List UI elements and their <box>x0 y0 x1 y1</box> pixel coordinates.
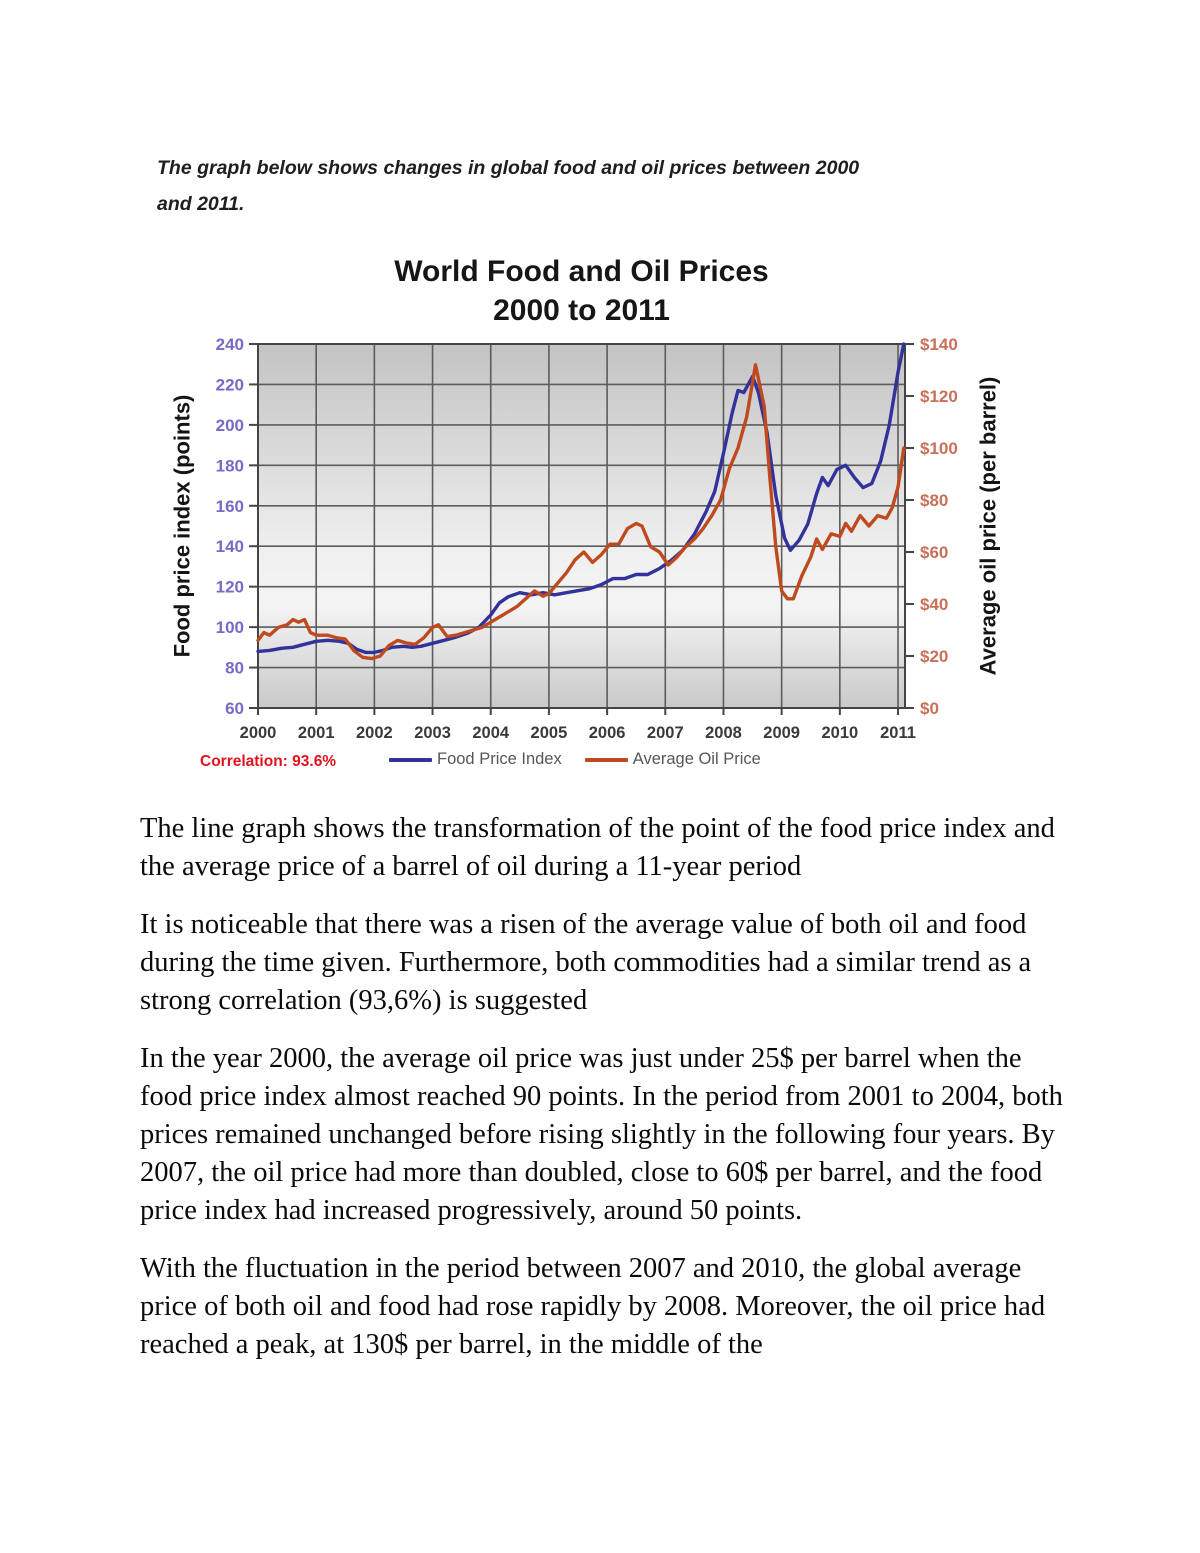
x-tick-label: 2003 <box>414 724 451 742</box>
essay-paragraph-4: With the fluctuation in the period betwe… <box>140 1253 1046 1360</box>
y-right-tick-label: $0 <box>920 699 939 718</box>
x-tick-label: 2005 <box>531 724 568 742</box>
x-tick-label: 2004 <box>472 724 510 742</box>
y-right-tick-label: $40 <box>920 595 948 614</box>
x-tick-label: 2010 <box>821 724 858 742</box>
essay-body: The line graph shows the transformation … <box>140 810 1076 1384</box>
y-right-axis-title: Average oil price (per barrel) <box>964 344 1012 708</box>
y-left-tick-label: 220 <box>216 375 244 394</box>
legend-item-average-oil-price: Average Oil Price <box>584 750 761 769</box>
x-tick-label: 2001 <box>298 724 335 742</box>
y-right-tick-label: $120 <box>920 387 958 406</box>
x-tick-label: 2007 <box>647 724 684 742</box>
x-tick-label: 2002 <box>356 724 393 742</box>
legend-swatch-food-price-index <box>389 757 432 762</box>
series-line-average-oil-price <box>256 363 906 661</box>
chart-title: World Food and Oil Prices 2000 to 2011 <box>394 255 769 327</box>
y-left-tick-label: 240 <box>216 335 244 354</box>
y-right-tick-label: $140 <box>920 335 958 354</box>
y-left-tick-label: 160 <box>216 497 244 516</box>
y-left-tick-label: 100 <box>216 618 244 637</box>
series-line-food-price-index <box>256 342 906 655</box>
chart-legend: Food Price Index Average Oil Price <box>389 750 761 769</box>
y-left-tick-label: 180 <box>216 456 244 475</box>
correlation-note: Correlation: 93.6% <box>200 753 337 770</box>
task-prompt: The graph below shows changes in global … <box>157 157 860 215</box>
y-left-tick-label: 120 <box>216 578 244 597</box>
y-right-tick-label: $80 <box>920 491 948 510</box>
y-right-axis-title-text: Average oil price (per barrel) <box>975 376 1000 676</box>
y-left-tick-label: 140 <box>216 537 244 556</box>
y-left-tick-label: 60 <box>225 699 244 718</box>
plot-area <box>258 344 905 708</box>
chart-plot: 60 80 100 120 140 160 180 200 220 240 $0 $20 $40 $60 $… <box>216 335 958 742</box>
essay-paragraph-2: It is noticeable that there was a risen … <box>140 909 1032 1016</box>
legend-swatch-average-oil-price <box>584 757 628 762</box>
y-right-tick-label: $20 <box>920 647 948 666</box>
x-tick-label: 2008 <box>705 724 742 742</box>
plot-border <box>257 343 906 709</box>
x-tick-label: 2009 <box>763 724 800 742</box>
x-tick-label: 2011 <box>880 724 916 742</box>
legend-item-food-price-index: Food Price Index <box>389 750 562 769</box>
y-left-tick-label: 200 <box>216 416 244 435</box>
y-left-tick-label: 80 <box>225 659 244 678</box>
legend-label-average-oil-price: Average Oil Price <box>632 750 761 768</box>
y-right-tick-label: $60 <box>920 543 948 562</box>
y-right-tick-label: $100 <box>920 439 958 458</box>
essay-paragraph-3: In the year 2000, the average oil price … <box>140 1043 1063 1226</box>
x-tick-label: 2000 <box>240 724 277 742</box>
x-tick-label: 2006 <box>589 724 626 742</box>
essay-paragraph-1: The line graph shows the transformation … <box>140 813 1055 882</box>
legend-label-food-price-index: Food Price Index <box>437 750 562 768</box>
